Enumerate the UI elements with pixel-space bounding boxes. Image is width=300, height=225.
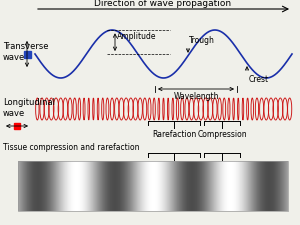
Text: Crest: Crest <box>249 75 269 84</box>
Text: Compression: Compression <box>197 129 247 138</box>
Text: Rarefaction: Rarefaction <box>152 129 196 138</box>
Text: Wavelength: Wavelength <box>173 92 219 101</box>
Text: Amplitude: Amplitude <box>117 32 157 41</box>
Bar <box>14 124 20 129</box>
Text: Trough: Trough <box>189 36 215 45</box>
Text: Transverse
wave: Transverse wave <box>3 42 49 61</box>
Text: Direction of wave propagation: Direction of wave propagation <box>94 0 232 8</box>
Bar <box>23 51 31 58</box>
Bar <box>18 161 288 211</box>
Text: Longitudinal
wave: Longitudinal wave <box>3 98 55 117</box>
Text: Tissue compression and rarefaction: Tissue compression and rarefaction <box>3 143 140 152</box>
